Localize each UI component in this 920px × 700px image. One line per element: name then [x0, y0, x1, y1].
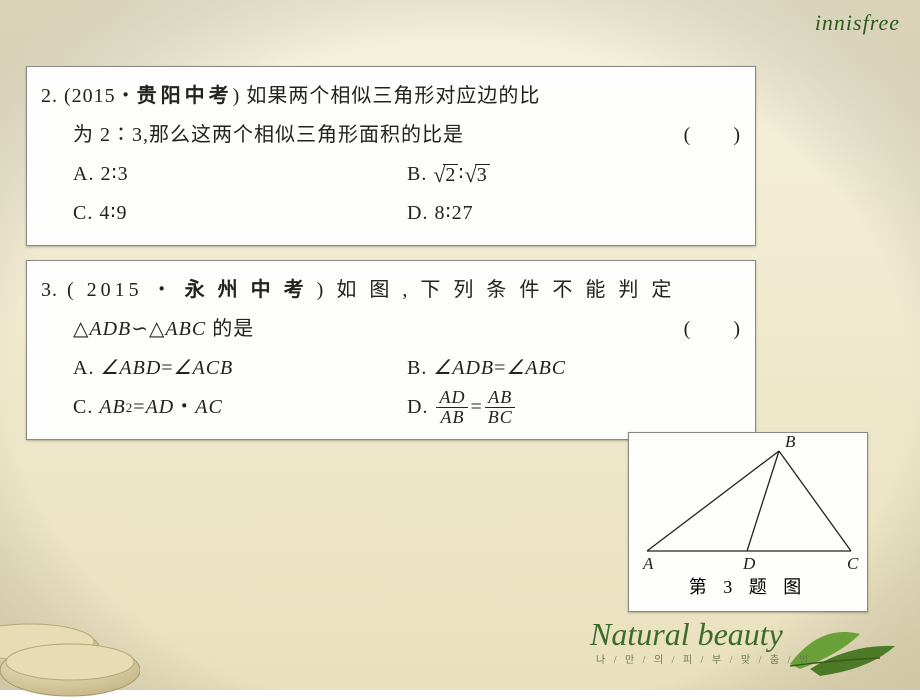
- q2-option-c: C. 4∶9: [73, 194, 407, 233]
- diagram-caption: 第 3 题 图: [629, 573, 867, 605]
- sqrt-icon: √2: [433, 164, 458, 186]
- q3-option-a: A. ∠ABD=∠ACB: [73, 349, 407, 388]
- q2-option-b: B. √2 ∶ √3: [407, 155, 741, 194]
- q3-number: 3.: [41, 279, 58, 301]
- q3-option-c: C. AB2=AD・AC: [73, 388, 407, 427]
- q2-stem-line2: 为 2∶3,那么这两个相似三角形面积的比是 ( ): [41, 116, 741, 155]
- sqrt-icon: √3: [465, 164, 490, 186]
- q3-option-d: D. ADAB = ABBC: [407, 388, 741, 427]
- svg-text:C: C: [847, 554, 859, 573]
- natural-sub: 나 / 만 / 의 / 피 / 부 / 맞 / 춤 / 법: [590, 651, 811, 666]
- q3-source: 永 州 中 考: [185, 279, 308, 301]
- fraction-icon: ADAB: [436, 388, 468, 427]
- q3-blank: ( ): [684, 310, 741, 349]
- bowls-decoration: [0, 560, 140, 700]
- q2-blank: ( ): [684, 116, 741, 155]
- q3-stem-line2: △ADB∽△ABC 的是 ( ): [41, 310, 741, 349]
- q3-stem-line1: 3. ( 2015 ・ 永 州 中 考 ) 如 图 , 下 列 条 件 不 能 …: [41, 271, 741, 310]
- q2-option-a: A. 2∶3: [73, 155, 407, 194]
- q3-diagram: A B C D 第 3 题 图: [628, 432, 868, 612]
- fraction-icon: ABBC: [485, 388, 516, 427]
- natural-beauty-banner: Natural beauty 나 / 만 / 의 / 피 / 부 / 맞 / 춤…: [590, 616, 811, 666]
- q2-stem-line1: 2. (2015・贵阳中考) 如果两个相似三角形对应边的比: [41, 77, 741, 116]
- svg-text:D: D: [742, 554, 756, 573]
- brand-logo: innisfree: [815, 10, 900, 36]
- q2-option-d: D. 8∶27: [407, 194, 741, 233]
- natural-title: Natural beauty: [590, 616, 811, 653]
- q3-option-b: B. ∠ADB=∠ABC: [407, 349, 741, 388]
- question-3: 3. ( 2015 ・ 永 州 中 考 ) 如 图 , 下 列 条 件 不 能 …: [26, 260, 756, 440]
- q2-number: 2.: [41, 85, 58, 107]
- svg-text:A: A: [642, 554, 654, 573]
- q2-source: 贵阳中考: [137, 85, 233, 107]
- question-2: 2. (2015・贵阳中考) 如果两个相似三角形对应边的比 为 2∶3,那么这两…: [26, 66, 756, 246]
- svg-text:B: B: [785, 433, 796, 451]
- triangle-figure: A B C D: [629, 433, 869, 573]
